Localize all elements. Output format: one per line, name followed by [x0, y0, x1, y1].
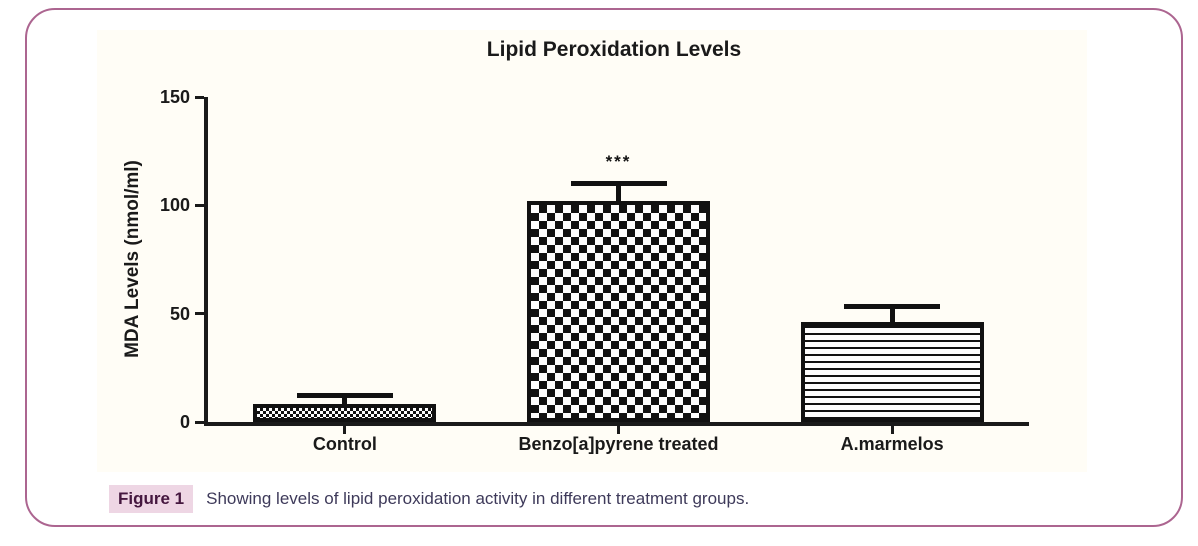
- significance-marker: ***: [605, 151, 632, 171]
- error-bar-whisker: [889, 307, 895, 324]
- error-bar-cap: [570, 180, 667, 186]
- bar-3: [800, 322, 984, 422]
- chart-title: Lipid Peroxidation Levels: [486, 38, 742, 61]
- x-axis-tick: [617, 426, 620, 434]
- y-axis-tick: [195, 203, 204, 207]
- y-axis-tick: [195, 312, 204, 316]
- bar-1: [253, 403, 437, 422]
- x-axis-category-label: Control: [312, 434, 377, 454]
- error-bar-whisker: [616, 183, 621, 202]
- plot-area: 0 50 100 150 Control Benzo[a]pyrene treated A.…: [160, 87, 1029, 454]
- y-axis-tick-label: 50: [169, 303, 190, 324]
- error-bar-whisker: [342, 396, 348, 405]
- x-axis-category-label: Benzo[a]pyrene treated: [518, 434, 719, 454]
- y-axis-tick-label: 150: [159, 87, 190, 107]
- bar-2: [527, 201, 710, 422]
- y-axis-tick: [195, 420, 204, 424]
- y-axis-tick-label: 0: [179, 412, 190, 432]
- figure-caption-text: Showing levels of lipid peroxidation act…: [206, 489, 750, 508]
- figure-caption: Figure 1 Showing levels of lipid peroxid…: [109, 485, 749, 513]
- y-axis-tick: [195, 95, 204, 99]
- y-axis-tick-label: 100: [159, 195, 190, 216]
- y-axis-title: MDA Levels (nmol/ml): [122, 160, 143, 358]
- figure-caption-label: Figure 1: [109, 485, 194, 513]
- x-axis-tick: [343, 426, 347, 434]
- error-bar-cap: [296, 393, 393, 398]
- figure-card: Lipid Peroxidation Levels MDA Levels (nm…: [25, 8, 1183, 527]
- x-axis-category-label: A.marmelos: [840, 434, 944, 454]
- error-bar-cap: [844, 304, 941, 310]
- chart-canvas: Lipid Peroxidation Levels MDA Levels (nm…: [97, 30, 1087, 472]
- x-axis-tick: [890, 426, 894, 434]
